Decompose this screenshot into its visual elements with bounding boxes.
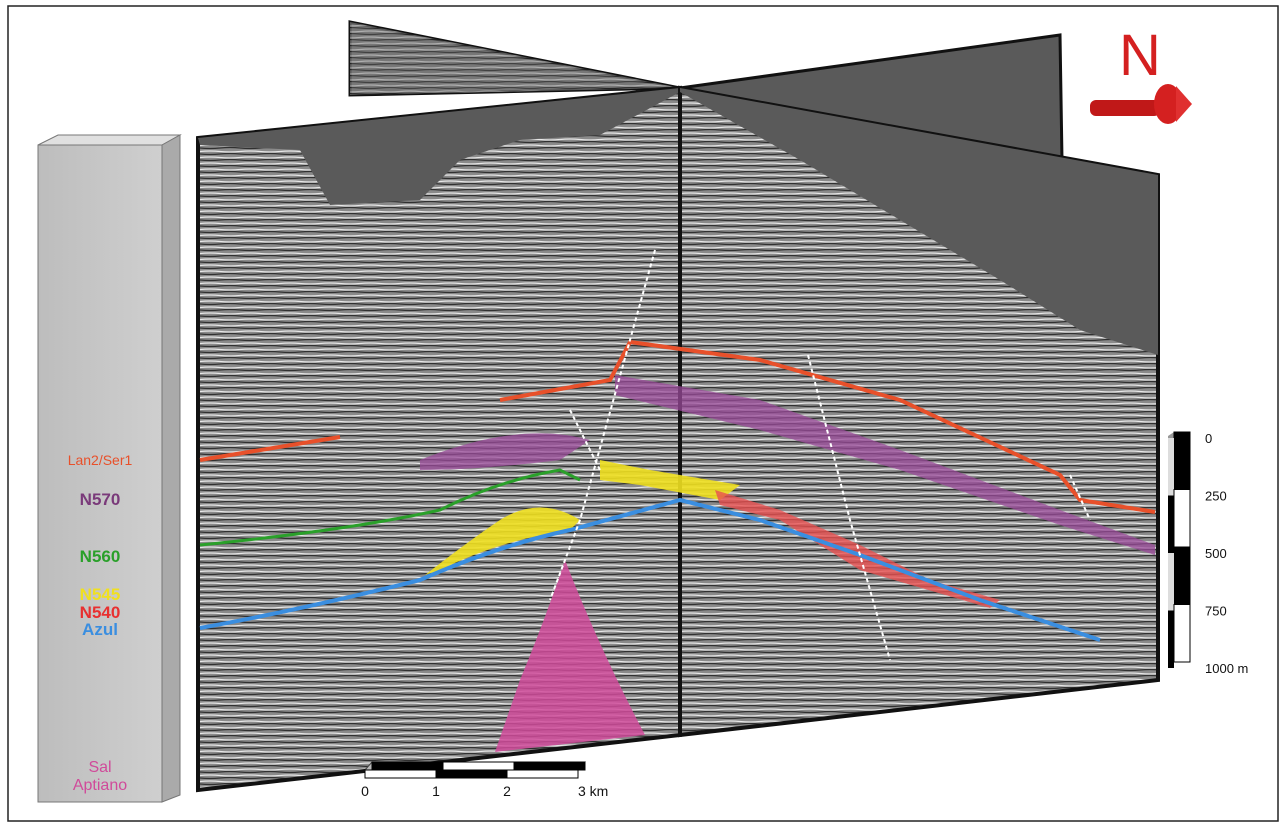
scale-block: [372, 762, 443, 770]
scale-label: 0: [1205, 431, 1212, 446]
scale-label: 0: [361, 783, 369, 799]
scale-label: 1000 m: [1205, 661, 1248, 676]
scale-label: 1: [432, 783, 440, 799]
scale-block: [1168, 611, 1174, 669]
pillar-top: [38, 135, 180, 145]
scale-block: [443, 762, 514, 770]
figure: Lan2/Ser1N570N560N545N540AzulSalAptiano …: [0, 0, 1285, 829]
scale-block: [1168, 496, 1174, 554]
scale-block: [1168, 553, 1174, 611]
pillar-side: [162, 135, 180, 802]
scale-label: 2: [503, 783, 511, 799]
scale-block: [514, 762, 585, 770]
scale-block: [365, 770, 436, 778]
horizon-label: N545: [80, 585, 121, 604]
scale-label: 250: [1205, 489, 1227, 504]
pillar: [38, 145, 162, 802]
scale-label: 3 km: [578, 783, 608, 799]
scale-label: 750: [1205, 604, 1227, 619]
scale-block: [1168, 438, 1174, 496]
horizon-label: N570: [80, 490, 121, 509]
scale-label: 500: [1205, 546, 1227, 561]
scale-block: [1174, 432, 1190, 490]
scale-block: [436, 770, 507, 778]
scale-block: [1174, 490, 1190, 548]
horizon-label: Azul: [82, 620, 118, 639]
scale-block: [507, 770, 578, 778]
scale-block: [1174, 605, 1190, 663]
salt-label: Sal: [88, 759, 111, 776]
horizon-label: N560: [80, 547, 121, 566]
salt-label: Aptiano: [73, 777, 127, 794]
scale-block: [1174, 547, 1190, 605]
horizon-label: Lan2/Ser1: [68, 452, 133, 468]
north-label: N: [1119, 23, 1161, 88]
